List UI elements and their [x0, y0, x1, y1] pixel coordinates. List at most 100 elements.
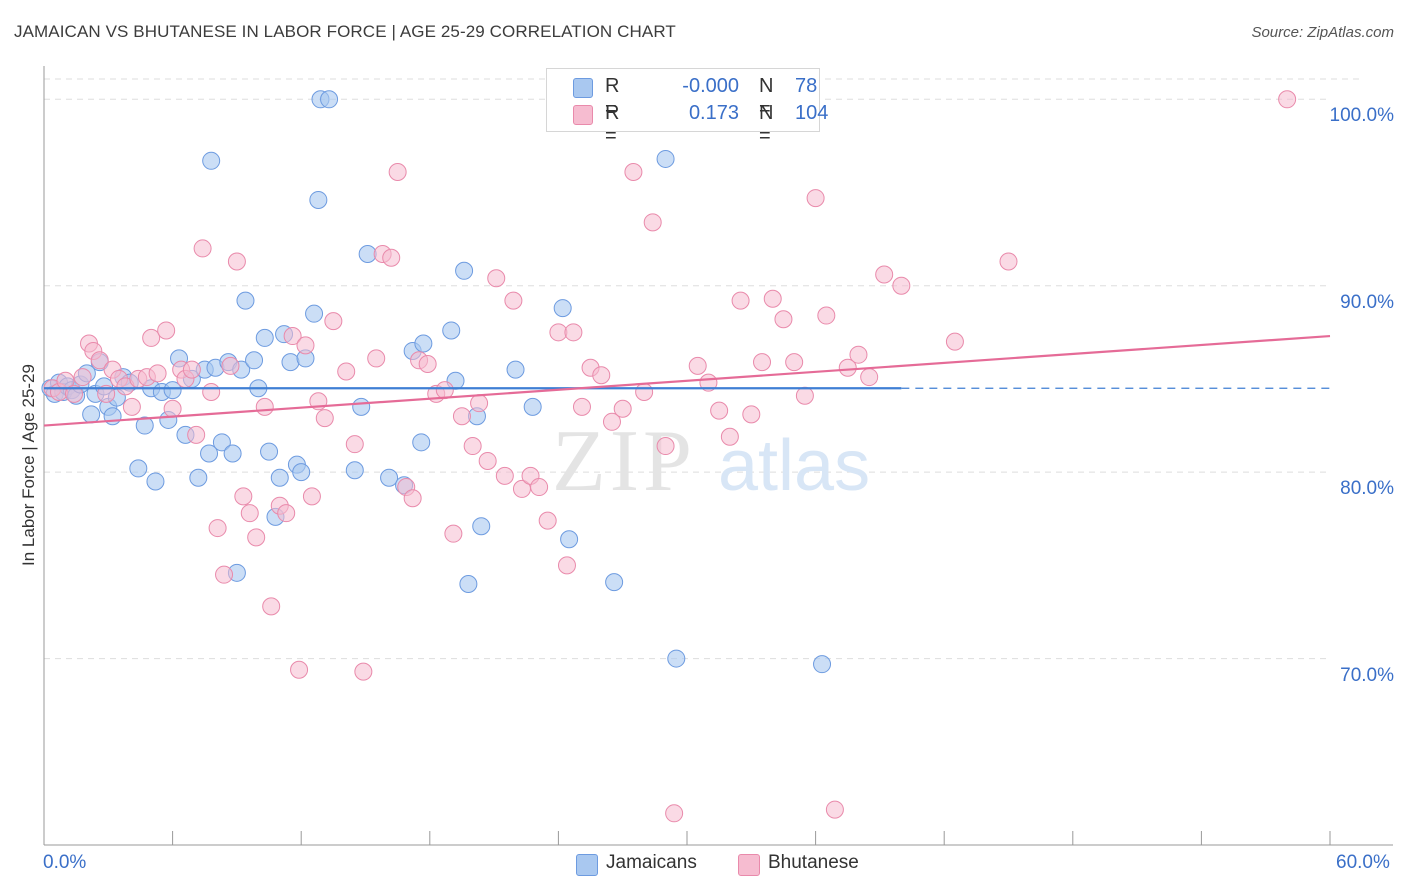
bhutanese-point — [122, 397, 141, 416]
jamaicans-point — [667, 649, 686, 668]
bhutanese-point — [262, 597, 281, 616]
bhutanese-point — [240, 504, 259, 523]
legend-r-value: 0.173 — [688, 102, 739, 124]
legend-n-value: 104 — [795, 102, 829, 124]
legend-r-value: -0.000 — [682, 75, 739, 97]
bhutanese-point — [315, 409, 334, 428]
bhutanese-point — [208, 519, 227, 538]
jamaicans-point — [320, 90, 339, 109]
bhutanese-point — [163, 399, 182, 418]
bhutanese-point — [875, 265, 894, 284]
legend-n-value: 78 — [795, 75, 818, 97]
bhutanese-point — [720, 427, 739, 446]
y-tick-label: 70.0% — [1340, 664, 1394, 686]
bhutanese-point — [795, 386, 814, 405]
bhutanese-point — [742, 405, 761, 424]
bhutanese-point — [487, 269, 506, 288]
bhutanese-point — [255, 397, 274, 416]
jamaicans-point — [245, 351, 264, 370]
jamaicans-point — [292, 463, 311, 482]
chart-title: JAMAICAN VS BHUTANESE IN LABOR FORCE | A… — [14, 22, 676, 41]
y-tick-label: 80.0% — [1340, 478, 1394, 500]
x-tick-label-max: 60.0% — [1336, 852, 1390, 873]
grid-lines — [44, 78, 1360, 660]
bhutanese-points — [43, 90, 1297, 823]
jamaicans-point — [380, 468, 399, 487]
bhutanese-point — [345, 435, 364, 454]
bhutanese-point — [592, 366, 611, 385]
bhutanese-point — [227, 252, 246, 271]
bhutanese-point — [187, 425, 206, 444]
jamaicans-point — [455, 261, 474, 280]
bhutanese-point — [838, 358, 857, 377]
legend-swatch-pink — [573, 105, 593, 125]
bhutanese-point — [624, 162, 643, 181]
bhutanese-point — [643, 213, 662, 232]
y-tick-label: 100.0% — [1329, 105, 1394, 127]
bhutanese-point — [202, 382, 221, 401]
bhutanese-point — [504, 291, 523, 310]
bhutanese-point — [290, 660, 309, 679]
bhutanese-point — [65, 384, 84, 403]
bhutanese-point — [444, 524, 463, 543]
bhutanese-point — [382, 248, 401, 267]
jamaicans-point — [163, 381, 182, 400]
jamaicans-point — [459, 575, 478, 593]
watermark: ZIP atlas — [552, 413, 870, 510]
bhutanese-point — [530, 478, 549, 497]
stats-legend: R = -0.000 N = 78 R = 0.173 N = 104 — [546, 68, 828, 147]
jamaicans-point — [412, 433, 431, 452]
bhutanese-point — [324, 312, 343, 331]
bhutanese-point — [665, 804, 684, 823]
bhutanese-point — [283, 327, 302, 346]
jamaicans-point — [560, 530, 579, 549]
series-legend: Jamaicans Bhutanese — [0, 851, 1406, 879]
legend-n-label: N = — [759, 75, 774, 120]
bhutanese-point — [90, 351, 109, 370]
bhutanese-point — [418, 355, 437, 374]
bhutanese-point — [354, 662, 373, 681]
bhutanese-point — [635, 382, 654, 401]
bhutanese-point — [247, 528, 266, 547]
bhutanese-point — [73, 368, 92, 387]
bhutanese-point — [182, 360, 201, 379]
jamaicans-point — [358, 245, 377, 264]
legend-n-label: N = — [759, 102, 774, 147]
legend-r-label: R = — [605, 75, 620, 120]
source-attribution: Source: ZipAtlas.com — [1251, 24, 1394, 41]
jamaicans-point — [236, 291, 255, 310]
axes — [43, 66, 1393, 846]
jamaicans-point — [523, 397, 542, 416]
bhutanese-point — [277, 504, 296, 523]
jamaicans-point — [200, 444, 219, 463]
bhutanese-point — [549, 323, 568, 342]
bhutanese-point — [388, 162, 407, 181]
bhutanese-point — [710, 401, 729, 420]
bhutanese-point — [557, 556, 576, 575]
watermark-atlas: atlas — [718, 426, 870, 506]
bhutanese-point — [785, 353, 804, 372]
bhutanese-point — [157, 321, 176, 340]
bhutanese-trend-line — [43, 334, 1331, 427]
jamaicans-point — [129, 459, 148, 478]
y-axis-label: In Labor Force | Age 25-29 — [19, 364, 38, 566]
jamaicans-point — [345, 461, 364, 480]
jamaicans-point — [472, 517, 491, 536]
legend-swatch-pink — [738, 854, 760, 876]
jamaicans-point — [281, 353, 300, 372]
bhutanese-point — [753, 353, 772, 372]
legend-label-bhutanese: Bhutanese — [768, 852, 859, 873]
bhutanese-point — [656, 437, 675, 456]
bhutanese-point — [688, 356, 707, 375]
bhutanese-point — [367, 349, 386, 368]
bhutanese-point — [602, 412, 621, 431]
bhutanese-point — [892, 276, 911, 295]
jamaicans-point — [553, 299, 572, 318]
bhutanese-point — [817, 306, 836, 325]
bhutanese-point — [148, 364, 167, 383]
bhutanese-point — [452, 407, 471, 426]
bhutanese-point — [142, 328, 161, 347]
jamaicans-point — [260, 442, 279, 461]
jamaicans-point — [202, 151, 221, 170]
legend-swatch-blue — [576, 854, 598, 876]
